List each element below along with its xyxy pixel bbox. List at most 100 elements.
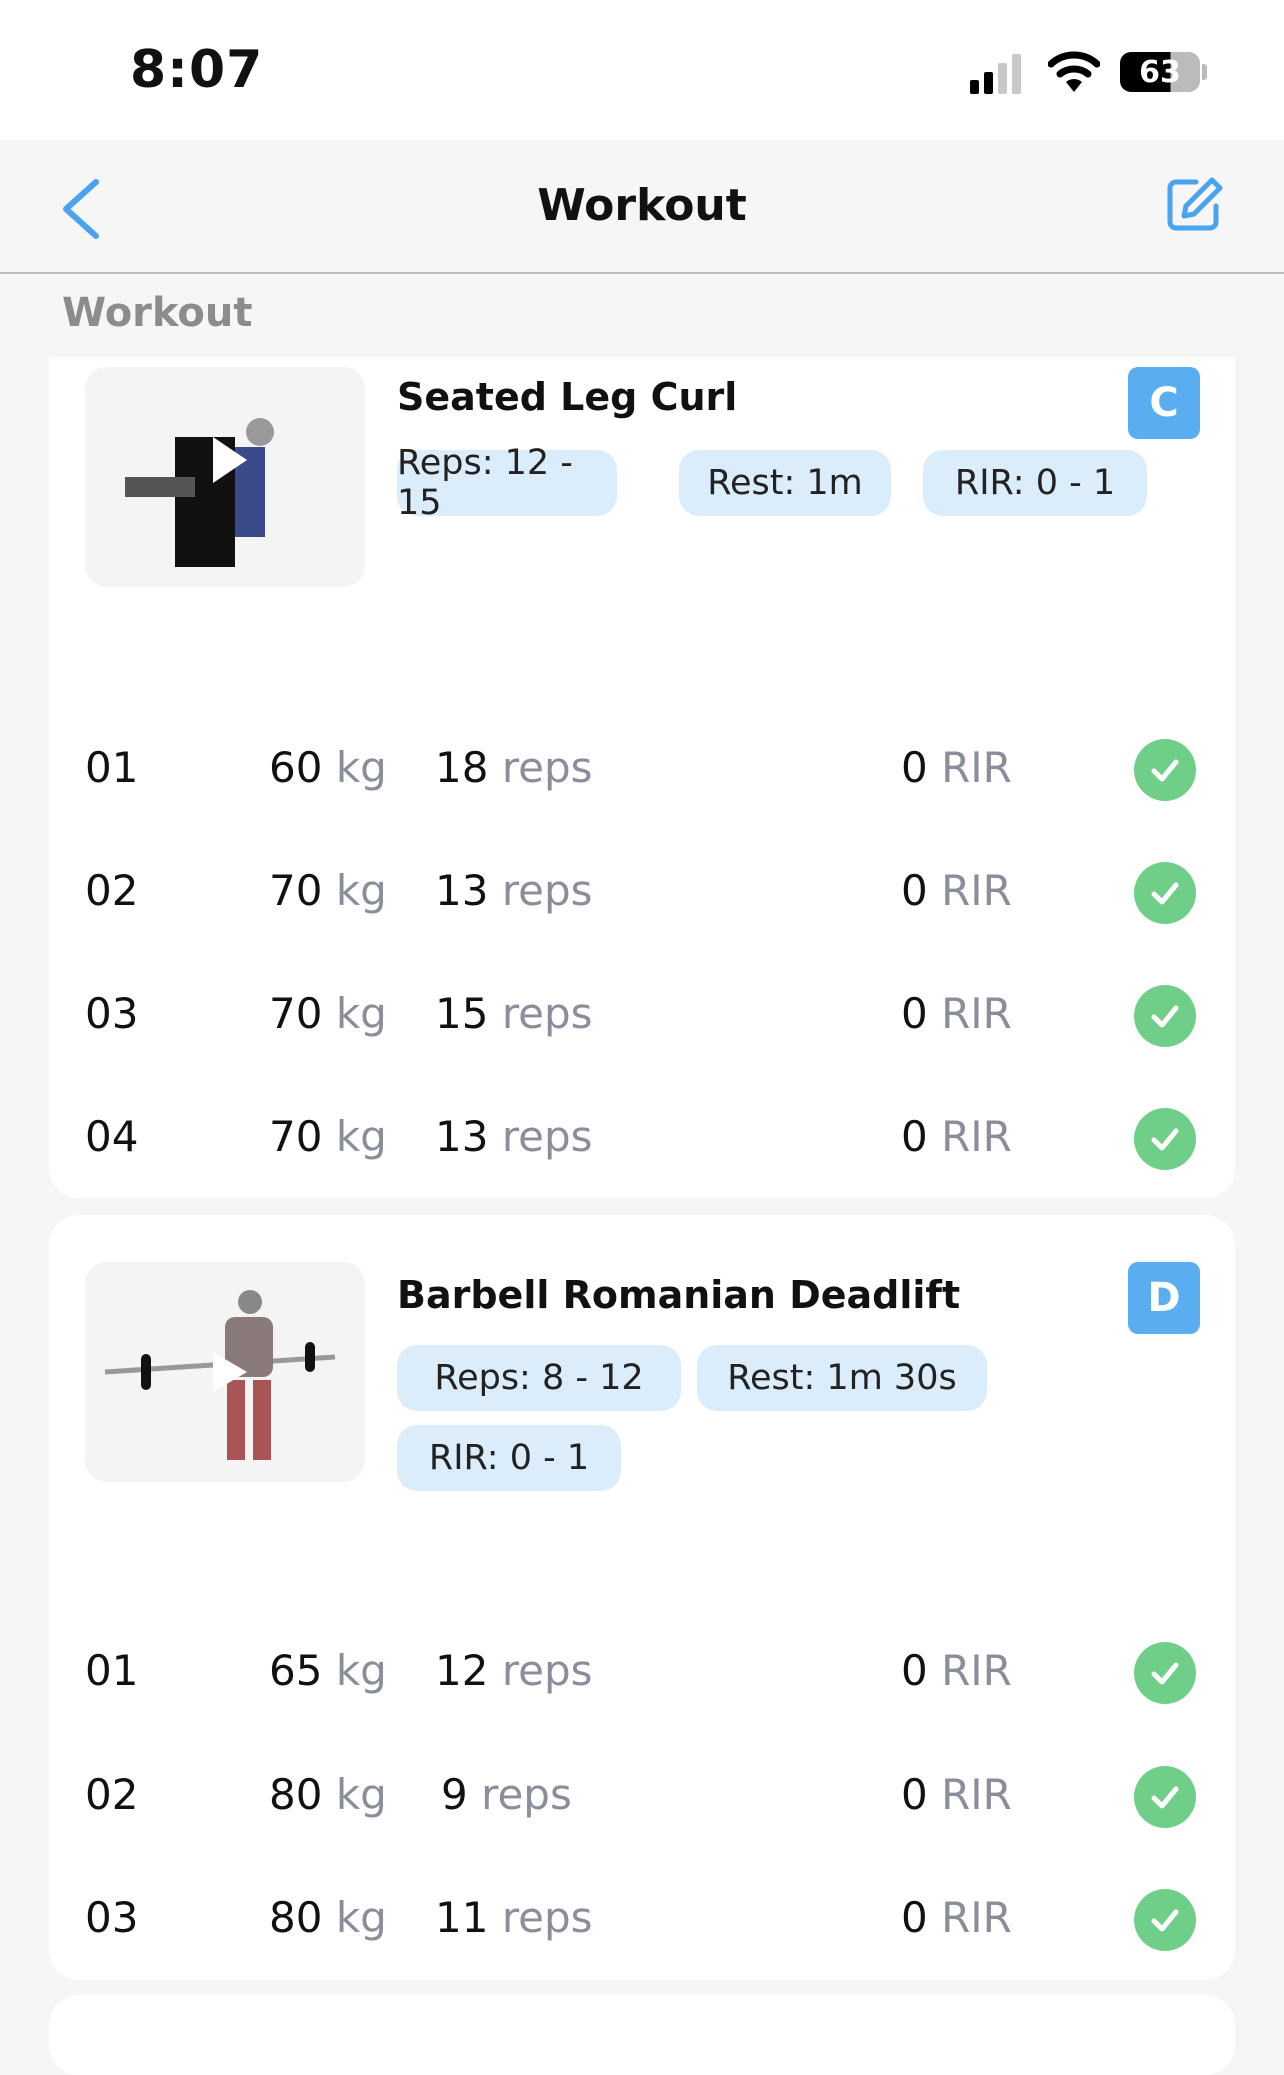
set-reps: 18 (435, 743, 489, 792)
set-rir: 0 (901, 866, 928, 915)
set-reps: 11 (435, 1893, 489, 1942)
set-rir-cell: 0 RIR (901, 1893, 1012, 1942)
check-icon[interactable] (1134, 1766, 1196, 1828)
rir-unit: RIR (941, 1893, 1012, 1942)
reps-unit: reps (501, 866, 593, 915)
set-row[interactable]: 03 70 kg 15 reps 0 RIR (49, 981, 1235, 1051)
check-icon[interactable] (1134, 985, 1196, 1047)
set-rir: 0 (901, 1770, 928, 1819)
reps-unit: reps (501, 743, 593, 792)
set-rir-cell: 0 RIR (901, 743, 1012, 792)
play-icon (104, 1290, 336, 1460)
set-weight: 80 (269, 1770, 323, 1819)
check-icon[interactable] (1134, 1889, 1196, 1951)
set-row[interactable]: 01 60 kg 18 reps 0 RIR (49, 735, 1235, 805)
reps-unit: reps (501, 1112, 593, 1161)
set-rir-cell: 0 RIR (901, 866, 1012, 915)
target-chip: Rest: 1m (679, 450, 891, 516)
page-title: Workout (537, 180, 747, 231)
weight-unit: kg (335, 743, 387, 792)
set-weight: 70 (269, 989, 323, 1038)
status-bar: 8:07 63 (0, 0, 1284, 140)
weight-unit: kg (335, 989, 387, 1038)
set-reps: 15 (435, 989, 489, 1038)
set-rir-cell: 0 RIR (901, 989, 1012, 1038)
weight-unit: kg (335, 1112, 387, 1161)
status-time: 8:07 (130, 40, 264, 100)
target-chip: RIR: 0 - 1 (923, 450, 1147, 516)
set-rir: 0 (901, 1646, 928, 1695)
reps-unit: reps (501, 989, 593, 1038)
set-number: 02 (85, 866, 139, 915)
weight-unit: kg (335, 1646, 387, 1695)
exercise-video-thumbnail[interactable] (85, 1262, 365, 1482)
set-reps: 13 (435, 1112, 489, 1161)
set-reps-cell: 13 reps (435, 1112, 593, 1161)
rir-unit: RIR (941, 1646, 1012, 1695)
set-reps: 9 (441, 1770, 468, 1819)
set-rir: 0 (901, 1893, 928, 1942)
set-weight-cell: 70 kg (269, 989, 387, 1038)
set-rir-cell: 0 RIR (901, 1112, 1012, 1161)
exercise-name: Seated Leg Curl (397, 375, 738, 419)
set-reps-cell: 15 reps (435, 989, 593, 1038)
play-icon (125, 418, 274, 567)
set-row[interactable]: 03 80 kg 11 reps 0 RIR (49, 1885, 1235, 1955)
exercise-card[interactable]: Barbell Romanian Deadlift D Reps: 8 - 12 Re… (49, 1215, 1235, 1980)
signal-icon (970, 54, 1021, 94)
set-weight-cell: 60 kg (269, 743, 387, 792)
exercise-name: Barbell Romanian Deadlift (397, 1273, 961, 1317)
set-reps-cell: 9 reps (441, 1770, 572, 1819)
check-icon[interactable] (1134, 1108, 1196, 1170)
battery-tip (1202, 64, 1207, 80)
rir-unit: RIR (941, 866, 1012, 915)
set-weight: 70 (269, 866, 323, 915)
reps-unit: reps (501, 1893, 593, 1942)
set-reps: 13 (435, 866, 489, 915)
set-row[interactable]: 02 80 kg 9 reps 0 RIR (49, 1762, 1235, 1832)
check-icon[interactable] (1134, 862, 1196, 924)
set-weight-cell: 65 kg (269, 1646, 387, 1695)
set-number: 03 (85, 1893, 139, 1942)
set-rir: 0 (901, 1112, 928, 1161)
rir-unit: RIR (941, 1770, 1012, 1819)
set-row[interactable]: 01 65 kg 12 reps 0 RIR (49, 1638, 1235, 1708)
set-reps-cell: 12 reps (435, 1646, 593, 1695)
set-weight-cell: 80 kg (269, 1893, 387, 1942)
set-weight: 70 (269, 1112, 323, 1161)
set-reps: 12 (435, 1646, 489, 1695)
set-row[interactable]: 02 70 kg 13 reps 0 RIR (49, 858, 1235, 928)
set-weight: 65 (269, 1646, 323, 1695)
set-rir: 0 (901, 989, 928, 1038)
target-chip: Reps: 12 - 15 (397, 443, 617, 523)
exercise-card-next[interactable] (49, 1995, 1235, 2075)
target-chip: Reps: 8 - 12 (397, 1345, 681, 1411)
superset-badge: C (1128, 367, 1200, 439)
check-icon[interactable] (1134, 739, 1196, 801)
reps-unit: reps (481, 1770, 572, 1819)
set-rir-cell: 0 RIR (901, 1770, 1012, 1819)
set-rir: 0 (901, 743, 928, 792)
set-weight-cell: 80 kg (269, 1770, 387, 1819)
weight-unit: kg (335, 1893, 387, 1942)
exercise-video-thumbnail[interactable] (85, 367, 365, 587)
set-number: 01 (85, 1646, 139, 1695)
edit-icon[interactable] (1166, 176, 1224, 234)
set-reps-cell: 18 reps (435, 743, 593, 792)
rir-unit: RIR (941, 989, 1012, 1038)
section-title: Workout (62, 290, 253, 336)
wifi-icon (1048, 51, 1100, 92)
set-weight-cell: 70 kg (269, 866, 387, 915)
set-weight: 60 (269, 743, 323, 792)
set-row[interactable]: 04 70 kg 13 reps 0 RIR (49, 1104, 1235, 1174)
exercise-card[interactable]: Seated Leg Curl C Reps: 12 - 15 Rest: 1m RIR… (49, 357, 1235, 1198)
battery-icon: 63 (1120, 52, 1200, 92)
set-number: 03 (85, 989, 139, 1038)
target-chip: Rest: 1m 30s (697, 1345, 987, 1411)
set-number: 01 (85, 743, 139, 792)
weight-unit: kg (335, 1770, 387, 1819)
nav-bar: Workout (0, 140, 1284, 274)
chevron-left-icon[interactable] (58, 178, 104, 240)
check-icon[interactable] (1134, 1642, 1196, 1704)
rir-unit: RIR (941, 1112, 1012, 1161)
